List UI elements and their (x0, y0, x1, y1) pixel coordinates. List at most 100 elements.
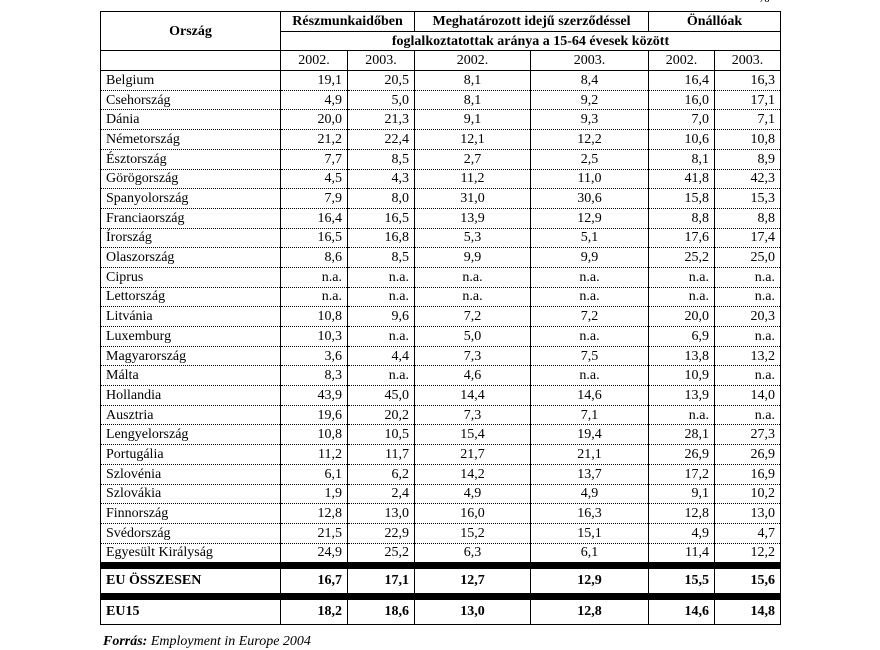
value-cell: 15,5 (648, 568, 715, 595)
table-row: Svédország 21,5 22,9 15,2 15,1 4,9 4,7 (100, 523, 781, 544)
table-row: Litvánia 10,8 9,6 7,2 7,2 20,0 20,3 (100, 306, 781, 327)
value-cell: 6,1 (280, 464, 348, 485)
value-cell: n.a. (530, 287, 649, 308)
value-cell: 13,0 (714, 503, 781, 524)
value-cell: 42,3 (714, 169, 781, 190)
value-cell: 12,1 (414, 129, 531, 150)
value-cell: 7,0 (648, 109, 715, 131)
value-cell: n.a. (347, 326, 415, 347)
table-row: Málta 8,3 n.a. 4,6 n.a. 10,9 n.a. (100, 365, 781, 387)
value-cell: 16,3 (714, 70, 781, 91)
table-body: Belgium 19,1 20,5 8,1 8,4 16,4 16,3 Csehország 4… (100, 70, 781, 564)
value-cell: 15,8 (648, 188, 715, 209)
value-cell: 14,0 (714, 385, 781, 406)
value-cell: 6,3 (414, 543, 531, 564)
value-cell: 20,0 (280, 109, 348, 131)
table-row: Luxemburg 10,3 n.a. 5,0 n.a. 6,9 n.a. (100, 326, 781, 347)
value-cell: 5,0 (347, 90, 415, 111)
value-cell: 15,6 (714, 568, 781, 595)
table-row: Írország 16,5 16,8 5,3 5,1 17,6 17,4 (100, 228, 781, 249)
value-cell: 15,3 (714, 188, 781, 209)
country-name: Ausztria (100, 405, 281, 426)
value-cell: 7,2 (530, 306, 649, 327)
value-cell: 20,5 (347, 70, 415, 91)
value-cell: 7,5 (530, 346, 649, 367)
value-cell: n.a. (280, 267, 348, 288)
value-cell: n.a. (414, 267, 531, 288)
value-cell: 20,0 (648, 306, 715, 327)
value-cell: 14,6 (530, 385, 649, 406)
country-name: Egyesült Királyság (100, 543, 281, 564)
value-cell: 21,3 (347, 109, 415, 131)
value-cell: 13,0 (347, 503, 415, 524)
year-header: 2002. (280, 50, 348, 72)
value-cell: 8,0 (347, 188, 415, 209)
value-cell: 8,1 (648, 149, 715, 170)
value-cell: 16,7 (280, 568, 348, 595)
country-name: Magyarország (100, 346, 281, 367)
unit-marker: % (758, 0, 770, 7)
value-cell: 13,9 (648, 385, 715, 406)
value-cell: 28,1 (648, 424, 715, 446)
value-cell: 8,6 (280, 247, 348, 268)
value-cell: 14,8 (714, 599, 781, 626)
value-cell: 8,1 (414, 90, 531, 111)
value-cell: 10,3 (280, 326, 348, 347)
value-cell: n.a. (530, 326, 649, 347)
value-cell: 17,1 (347, 568, 415, 595)
value-cell: n.a. (530, 365, 649, 387)
value-cell: 22,9 (347, 523, 415, 544)
value-cell: n.a. (714, 365, 781, 387)
employment-table: Ország Részmunkaidőben Meghatározott ide… (100, 10, 781, 626)
country-name: Litvánia (100, 306, 281, 327)
value-cell: n.a. (347, 267, 415, 288)
country-name: Szlovákia (100, 484, 281, 505)
value-cell: 13,8 (648, 346, 715, 367)
year-header: 2003. (530, 50, 649, 72)
value-cell: 10,9 (648, 365, 715, 387)
value-cell: 45,0 (347, 385, 415, 406)
value-cell: 4,5 (280, 169, 348, 190)
country-name: Dánia (100, 109, 281, 131)
value-cell: n.a. (347, 365, 415, 387)
value-cell: 8,5 (347, 149, 415, 170)
table-row: Magyarország 3,6 4,4 7,3 7,5 13,8 13,2 (100, 346, 781, 367)
value-cell: 9,1 (414, 109, 531, 131)
value-cell: 16,9 (714, 464, 781, 485)
value-cell: 12,7 (414, 568, 531, 595)
value-cell: 3,6 (280, 346, 348, 367)
value-cell: 4,7 (714, 523, 781, 544)
value-cell: n.a. (714, 405, 781, 426)
country-name: Lettország (100, 287, 281, 308)
fixed-term-header: Meghatározott idejű szerződéssel (414, 11, 649, 32)
header-subtitle: foglalkoztatottak aránya a 15-64 évesek … (280, 30, 781, 52)
value-cell: 26,9 (714, 444, 781, 465)
value-cell: 9,3 (530, 109, 649, 131)
self-employed-header: Önállóak (648, 11, 781, 32)
value-cell: 13,2 (714, 346, 781, 367)
value-cell: 11,4 (648, 543, 715, 564)
value-cell: 19,6 (280, 405, 348, 426)
value-cell: 13,0 (414, 599, 531, 626)
header-empty-cell (100, 50, 281, 72)
value-cell: 7,9 (280, 188, 348, 209)
country-name: Észtország (100, 149, 281, 170)
table-row: Finnország 12,8 13,0 16,0 16,3 12,8 13,0 (100, 503, 781, 524)
year-header: 2002. (414, 50, 531, 72)
value-cell: 41,8 (648, 169, 715, 190)
value-cell: 16,3 (530, 503, 649, 524)
value-cell: 5,0 (414, 326, 531, 347)
country-name: Franciaország (100, 208, 281, 229)
value-cell: 26,9 (648, 444, 715, 465)
table-row: Ausztria 19,6 20,2 7,3 7,1 n.a. n.a. (100, 405, 781, 426)
value-cell: 9,6 (347, 306, 415, 327)
value-cell: 19,4 (530, 424, 649, 446)
value-cell: 21,2 (280, 129, 348, 150)
value-cell: n.a. (280, 287, 348, 308)
country-name: EU15 (100, 599, 281, 626)
value-cell: 19,1 (280, 70, 348, 91)
value-cell: 14,2 (414, 464, 531, 485)
value-cell: 14,6 (648, 599, 715, 626)
value-cell: n.a. (714, 326, 781, 347)
value-cell: 25,2 (648, 247, 715, 268)
